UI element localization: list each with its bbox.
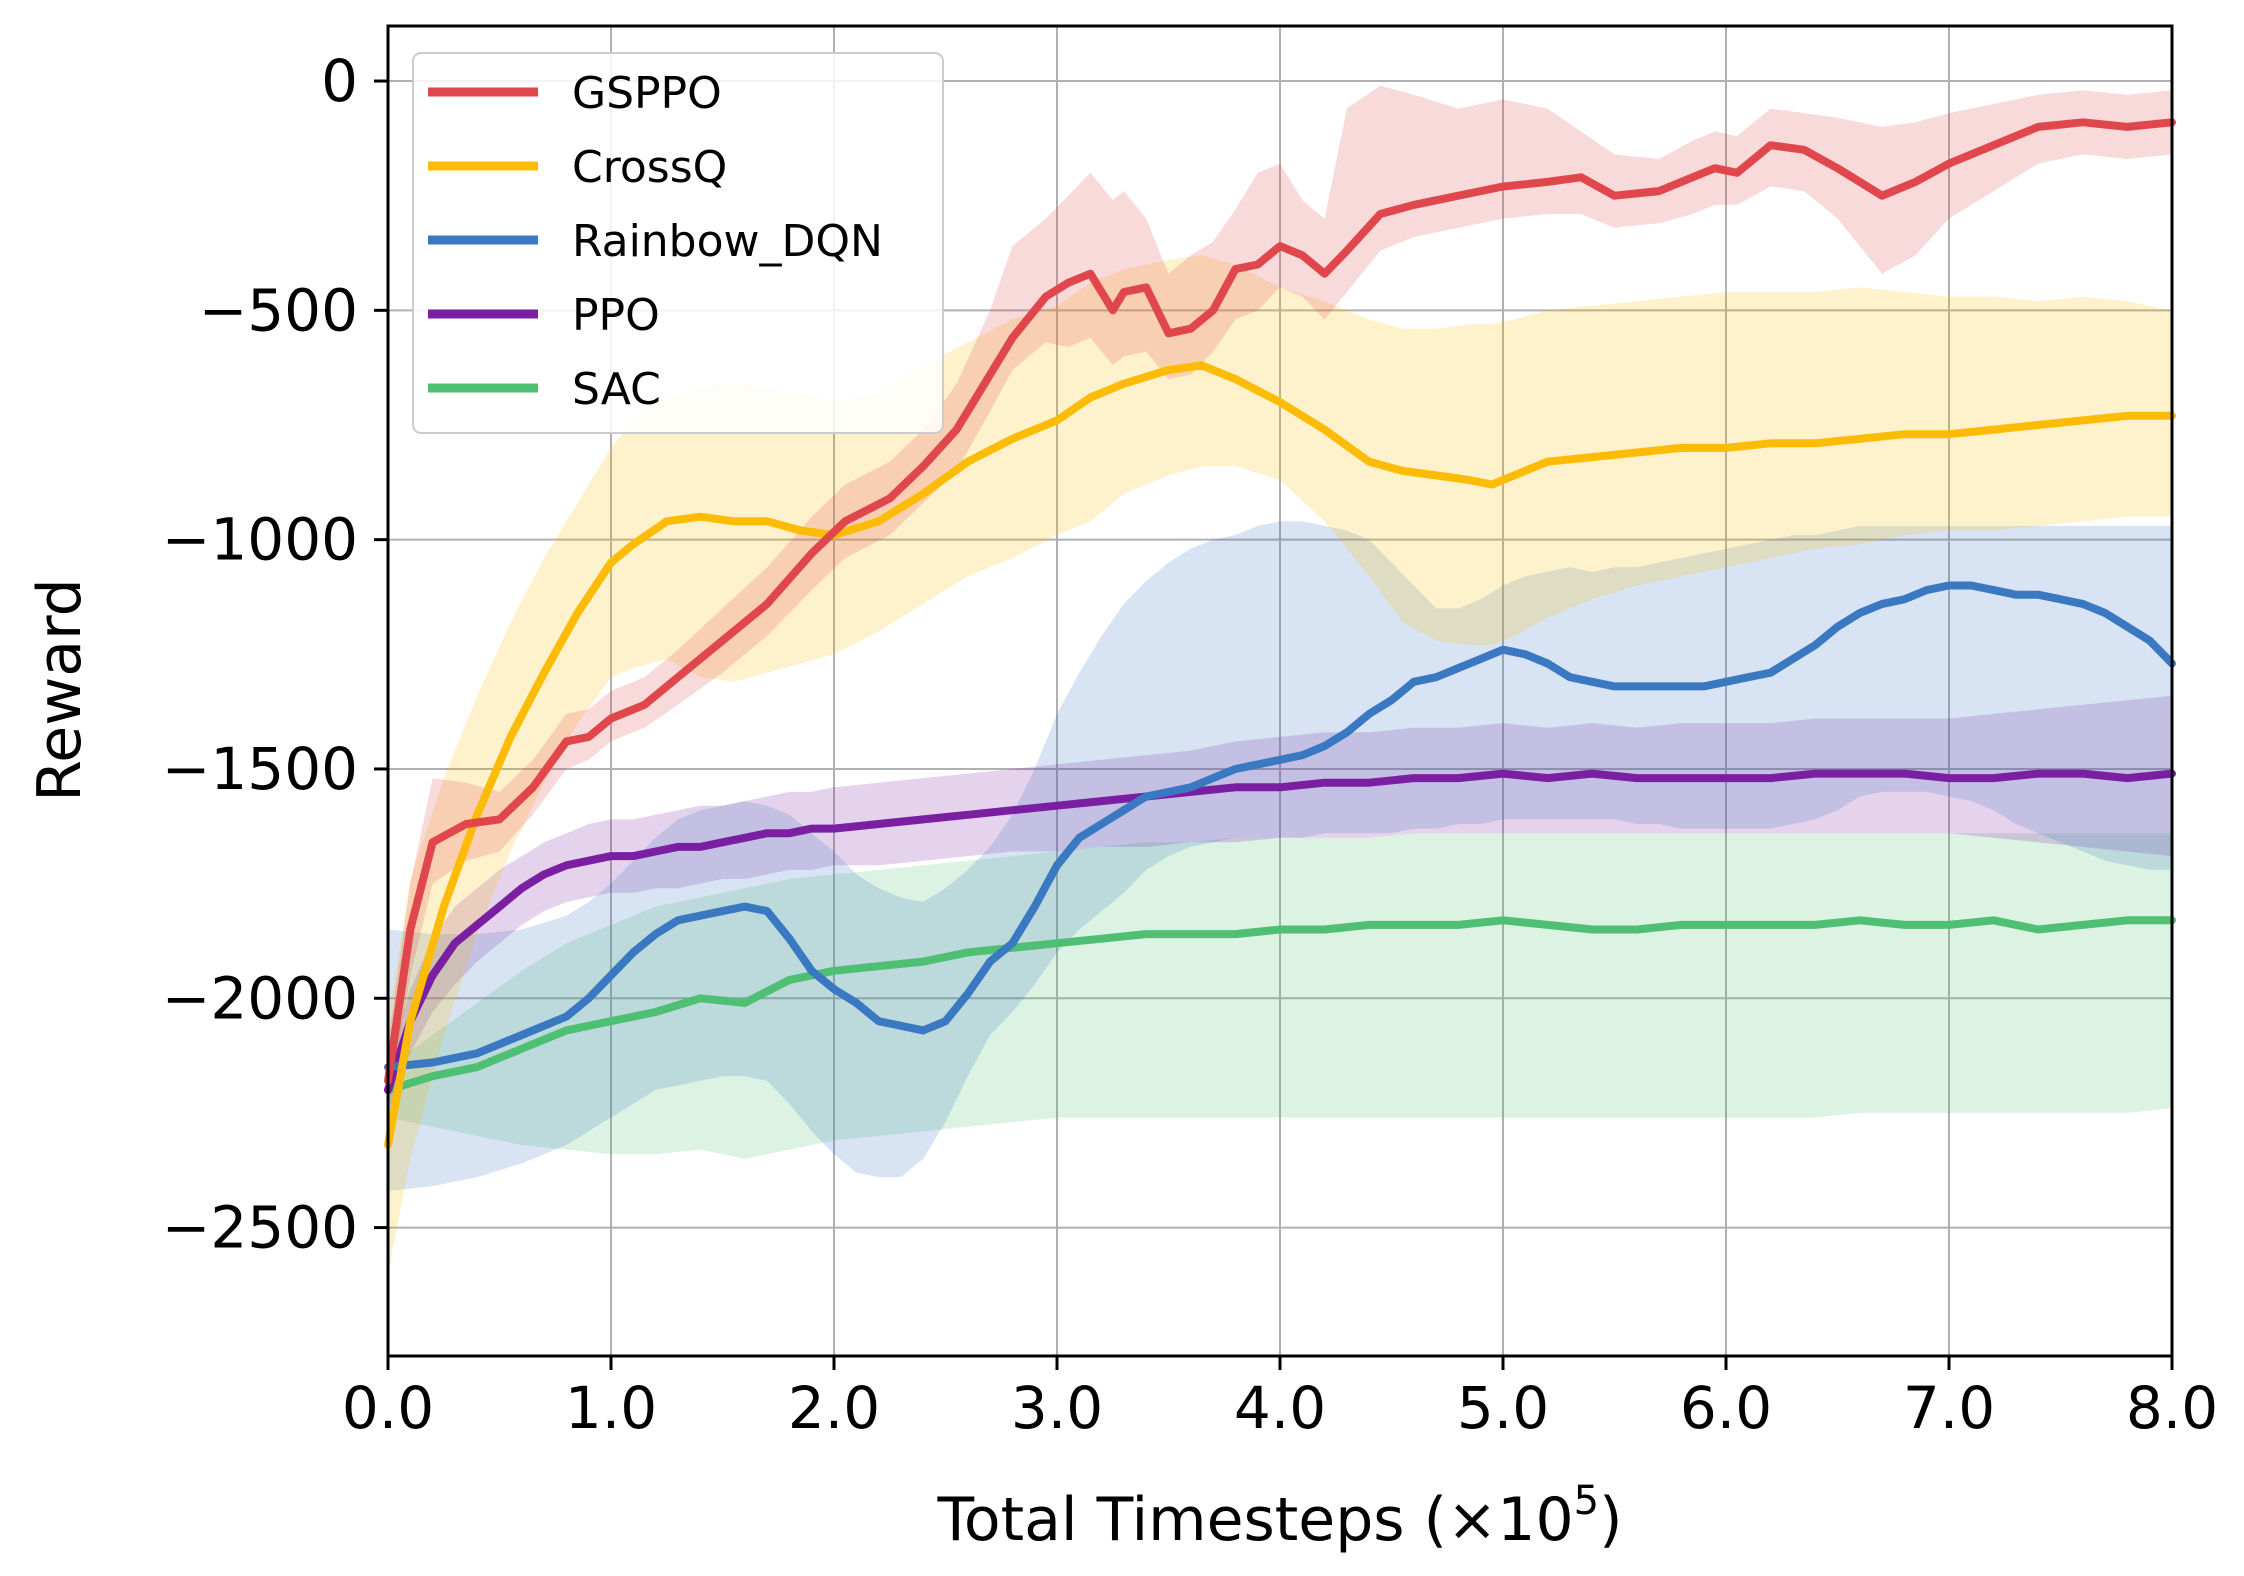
legend-label-rainbow-dqn: Rainbow_DQN <box>572 216 883 267</box>
x-tick-label: 7.0 <box>1903 1374 1995 1442</box>
x-tick-label: 1.0 <box>565 1374 657 1442</box>
x-tick-label: 4.0 <box>1234 1374 1326 1442</box>
legend-label-gsppo: GSPPO <box>572 68 722 119</box>
y-tick-label: −2500 <box>162 1194 358 1262</box>
x-axis-ticks: 0.0 1.0 2.0 3.0 4.0 5.0 6.0 7.0 8.0 <box>342 1356 2218 1442</box>
legend-label-crossq: CrossQ <box>572 142 727 193</box>
legend-box <box>412 52 944 434</box>
y-tick-label: −500 <box>199 276 358 344</box>
y-axis-label: Reward <box>25 578 95 801</box>
ppo-band <box>388 695 2172 1113</box>
y-tick-label: −2000 <box>162 964 358 1032</box>
x-axis-label: Total Timesteps (×105) <box>936 1478 1622 1555</box>
confidence-bands <box>388 85 2172 1274</box>
legend-label-ppo: PPO <box>572 290 660 341</box>
y-tick-label: −1000 <box>162 506 358 574</box>
rainbow-dqn-line <box>384 581 2176 1072</box>
y-tick-label: 0 <box>321 47 358 115</box>
sac-band <box>388 833 2172 1159</box>
gsppo-band <box>388 85 2172 1113</box>
x-tick-label: 0.0 <box>342 1374 434 1442</box>
x-tick-label: 3.0 <box>1011 1374 1103 1442</box>
crossq-line <box>384 361 2176 1149</box>
y-axis-ticks: 0 −500 −1000 −1500 −2000 −2500 <box>162 47 388 1262</box>
rainbow-dqn-band <box>388 521 2172 1191</box>
x-tick-label: 2.0 <box>788 1374 880 1442</box>
x-tick-label: 8.0 <box>2126 1374 2218 1442</box>
x-tick-label: 5.0 <box>1457 1374 1549 1442</box>
legend-label-sac: SAC <box>572 364 661 415</box>
ppo-line <box>384 769 2176 1094</box>
gsppo-line <box>384 118 2176 1085</box>
legend: GSPPO CrossQ Rainbow_DQN PPO SAC <box>412 52 944 434</box>
x-tick-label: 6.0 <box>1680 1374 1772 1442</box>
y-tick-label: −1500 <box>162 735 358 803</box>
series-lines <box>384 118 2176 1149</box>
crossq-band <box>388 255 2172 1274</box>
sac-line <box>384 916 2176 1094</box>
